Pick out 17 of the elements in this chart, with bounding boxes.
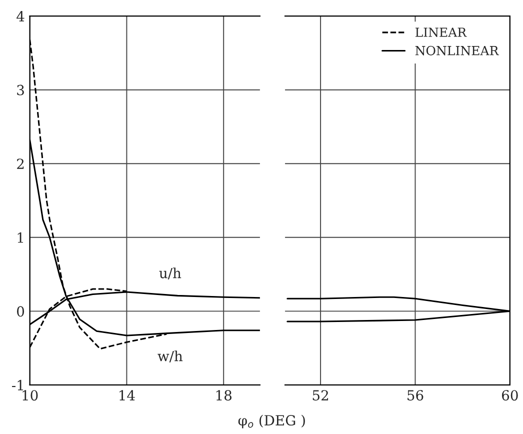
annotation: w/h: [158, 350, 183, 362]
y-tick-label: 4: [16, 11, 24, 22]
y-tick-label: 3: [17, 84, 24, 96]
x-tick-label: 18: [216, 390, 232, 401]
legend-label: LINEAR: [416, 28, 467, 37]
y-tick-label: 0: [17, 306, 24, 317]
y-tick-label: 2: [17, 158, 24, 169]
legend-label: NONLINEAR: [415, 46, 499, 56]
y-tick-label: -1: [12, 380, 23, 390]
x-tick-label: 56: [408, 390, 424, 401]
x-axis-title: φ$_{o}$ (DEG ): [238, 414, 305, 428]
annotation: u/h: [159, 268, 182, 280]
x-tick-label: 10: [22, 390, 38, 401]
y-tick-label: 1: [18, 232, 23, 243]
x-tick-label: 52: [312, 390, 328, 401]
x-tick-label: 14: [120, 390, 135, 400]
x-tick-label: 60: [502, 390, 518, 401]
